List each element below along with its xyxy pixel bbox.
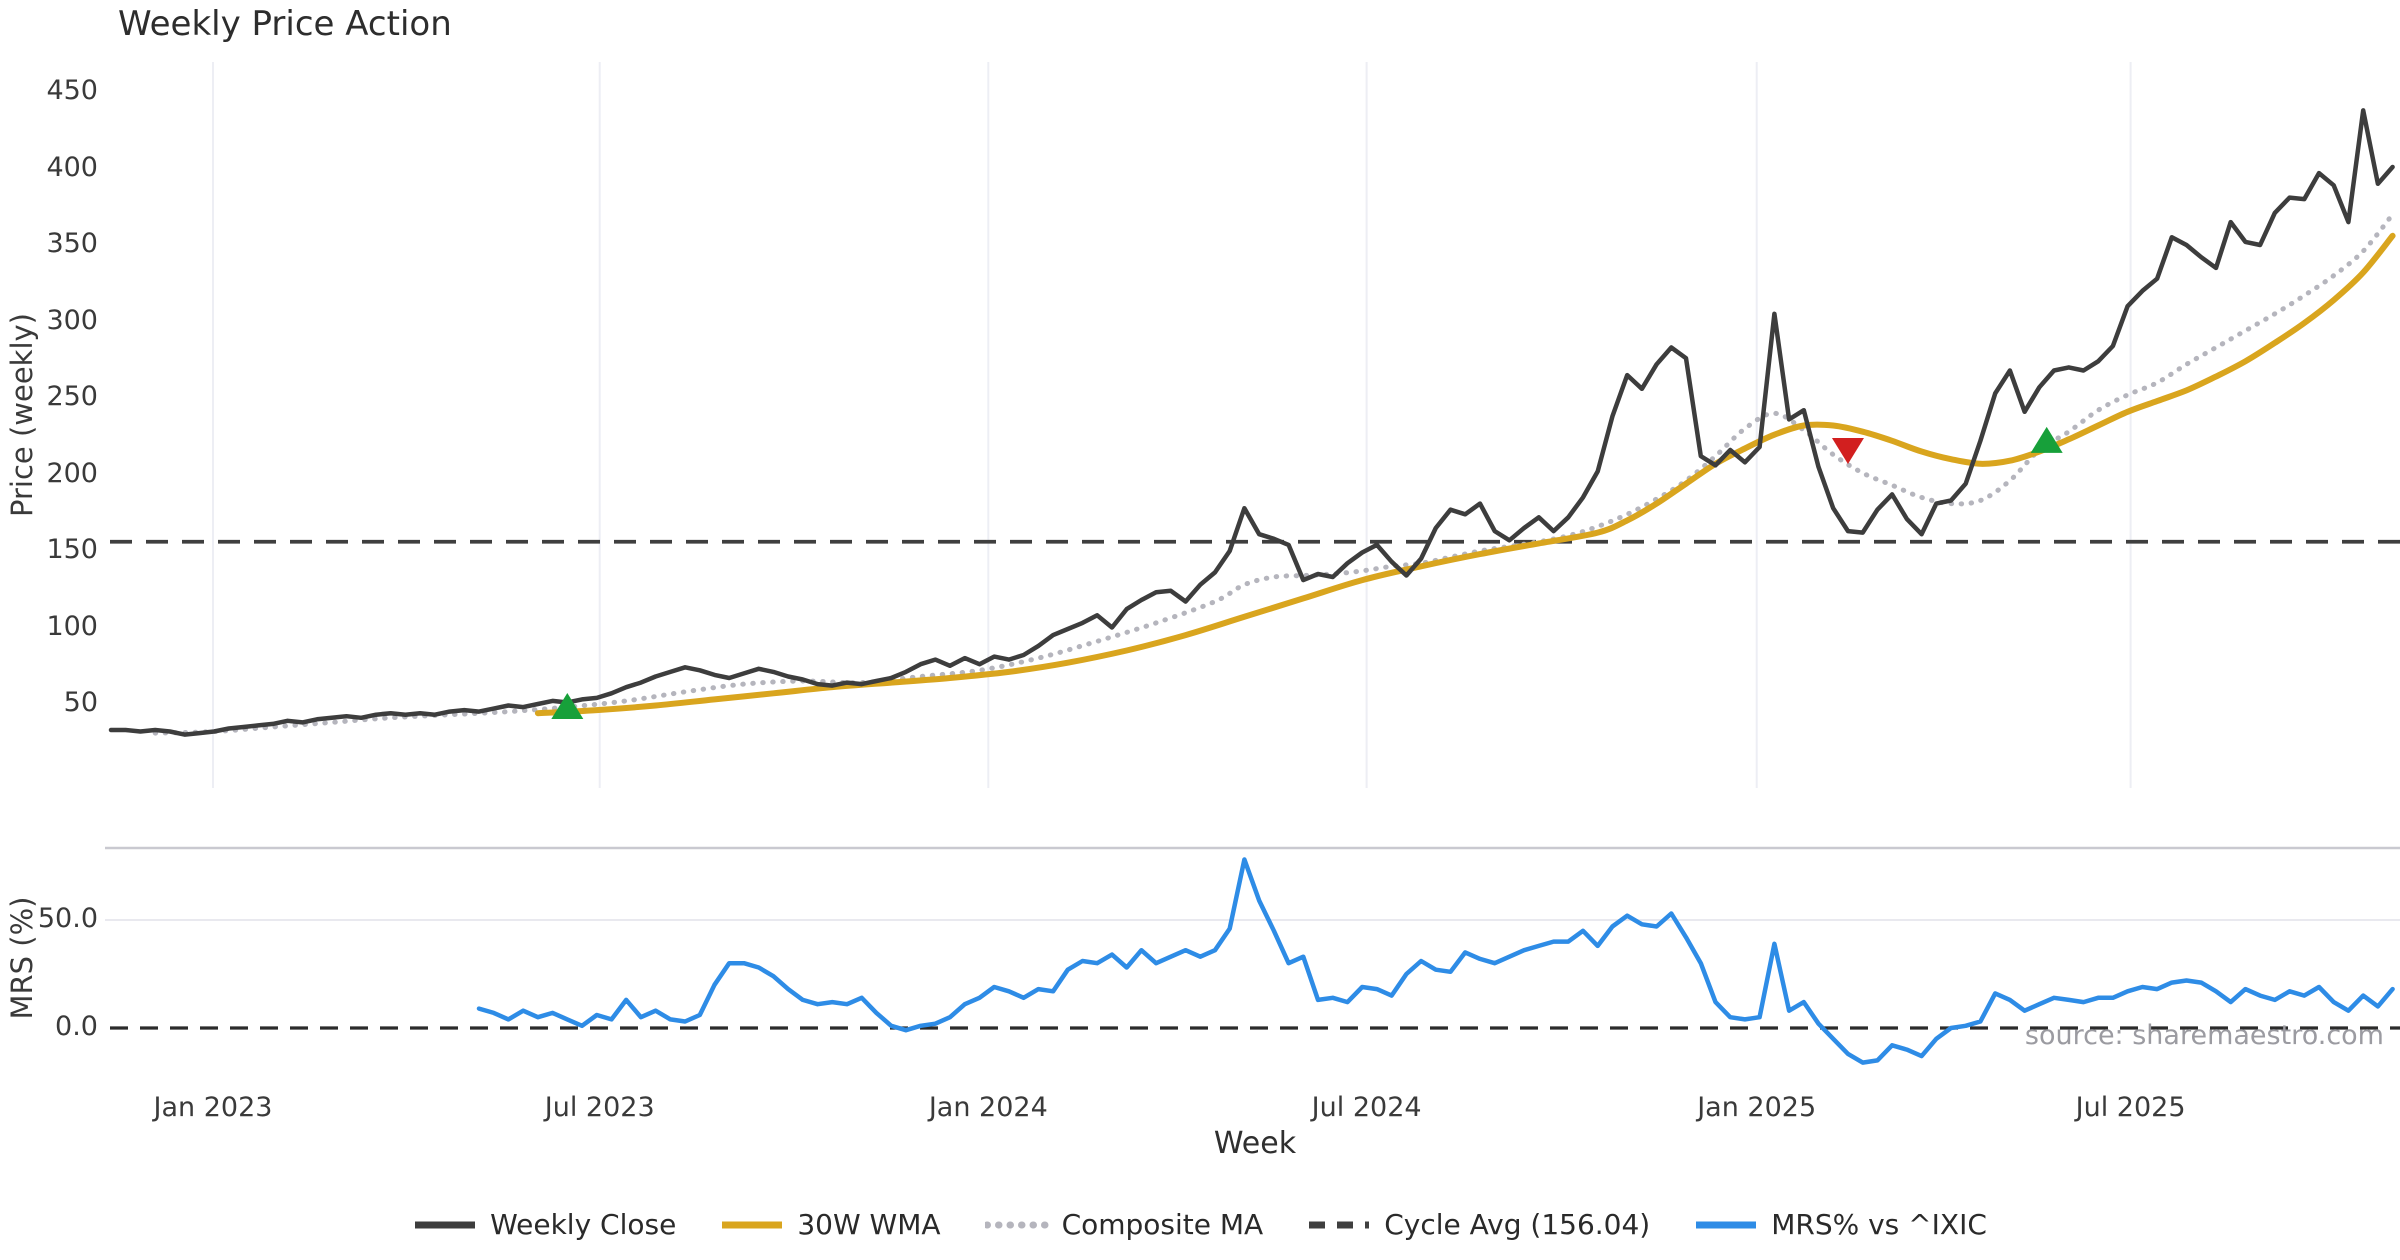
- legend-label: Composite MA: [1061, 1208, 1264, 1241]
- price-tick-250: 250: [46, 381, 98, 412]
- legend-label: Weekly Close: [490, 1208, 677, 1241]
- x-tick-jan-2025: Jan 2025: [1697, 1092, 1817, 1123]
- buy-marker-icon: [2030, 426, 2063, 453]
- chart-title: Weekly Price Action: [118, 4, 452, 44]
- solid-line-swatch-icon: [1696, 1221, 1757, 1228]
- legend-item-30w-wma: 30W WMA: [720, 1208, 941, 1241]
- series-composite-ma: [152, 211, 2396, 736]
- legend: Weekly Close 30W WMA Composite MA Cycle Avg…: [0, 1208, 2400, 1241]
- sell-marker-icon: [1831, 438, 1864, 465]
- legend-label: Cycle Avg (156.04): [1384, 1208, 1651, 1241]
- series-mrs-vs-ixic: [476, 857, 2395, 1065]
- legend-item-composite-ma: Composite MA: [984, 1208, 1264, 1241]
- mrs-tick-50.0: 50.0: [37, 903, 98, 934]
- price-tick-100: 100: [46, 610, 98, 642]
- x-tick-jul-2023: Jul 2023: [544, 1092, 655, 1123]
- dotted-line-swatch-icon: [984, 1221, 1049, 1228]
- source-note: source: sharemaestro.com: [2024, 1020, 2384, 1051]
- solid-line-swatch-icon: [415, 1221, 476, 1228]
- series-weekly-close: [108, 108, 2395, 737]
- price-tick-450: 450: [46, 75, 98, 106]
- price-tick-300: 300: [46, 304, 98, 336]
- solid-line-swatch-icon: [722, 1221, 783, 1228]
- legend-label: 30W WMA: [797, 1208, 941, 1241]
- x-tick-jan-2023: Jan 2023: [153, 1092, 273, 1123]
- x-axis-title: Week: [1213, 1126, 1297, 1161]
- price-tick-150: 150: [46, 534, 98, 565]
- x-tick-jul-2025: Jul 2025: [2075, 1092, 2186, 1123]
- dashed-line-swatch-icon: [1309, 1221, 1370, 1228]
- legend-item-mrs-vs-ixic: MRS% vs ^IXIC: [1694, 1208, 1987, 1241]
- mrs-tick-0.0: 0.0: [55, 1011, 98, 1042]
- legend-item-cycle-avg-156-04-: Cycle Avg (156.04): [1307, 1208, 1650, 1241]
- buy-marker-icon: [551, 693, 584, 720]
- price-tick-200: 200: [46, 457, 98, 489]
- x-tick-jan-2024: Jan 2024: [928, 1092, 1048, 1123]
- price-tick-350: 350: [46, 228, 98, 259]
- x-tick-jul-2024: Jul 2024: [1311, 1092, 1422, 1123]
- series-30w-wma: [534, 232, 2396, 717]
- legend-label: MRS% vs ^IXIC: [1771, 1208, 1987, 1241]
- price-tick-400: 400: [46, 151, 98, 183]
- price-tick-50: 50: [63, 687, 98, 718]
- legend-item-weekly-close: Weekly Close: [413, 1208, 676, 1241]
